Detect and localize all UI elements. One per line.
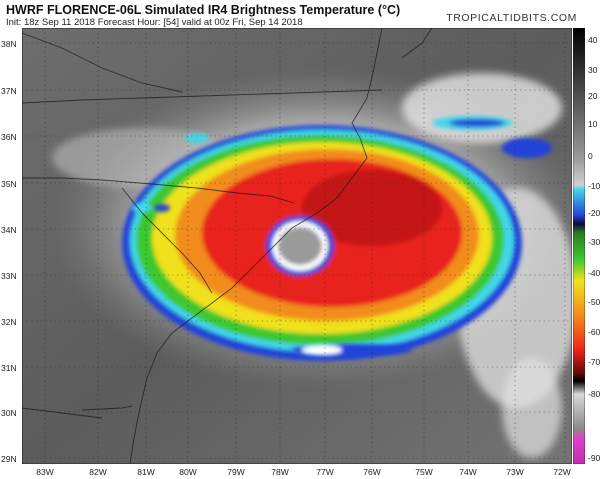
satellite-map [22, 28, 572, 464]
colorbar-label: 30 [588, 65, 598, 75]
lat-label: 37N [1, 86, 17, 96]
lon-label: 83W [36, 467, 54, 477]
lat-label: 33N [1, 271, 17, 281]
lat-label: 34N [1, 225, 17, 235]
colorbar-label: -20 [588, 208, 601, 218]
lat-label: 29N [1, 454, 17, 464]
lon-label: 80W [179, 467, 197, 477]
hurricane-core [122, 125, 522, 361]
colorbar-label: -90 [588, 453, 601, 463]
lon-label: 78W [271, 467, 289, 477]
colorbar-label: -70 [588, 357, 601, 367]
lon-label: 81W [137, 467, 155, 477]
colorbar-label: -50 [588, 297, 601, 307]
site-brand: TROPICALTIDBITS.COM [446, 12, 577, 24]
lat-label: 35N [1, 179, 17, 189]
colorbar-label: -60 [588, 327, 601, 337]
colorbar-label: 40 [588, 35, 598, 45]
colorbar-label: 20 [588, 91, 598, 101]
colorbar-label: 0 [588, 151, 593, 161]
colorbar-label: 10 [588, 119, 598, 129]
lon-label: 77W [316, 467, 334, 477]
lon-label: 76W [363, 467, 381, 477]
lon-label: 74W [459, 467, 477, 477]
temperature-colorbar [573, 28, 585, 464]
lon-label: 75W [415, 467, 433, 477]
lon-label: 82W [89, 467, 107, 477]
colorbar-label: -10 [588, 181, 601, 191]
colorbar-label: -40 [588, 268, 601, 278]
lon-label: 73W [506, 467, 524, 477]
lat-label: 36N [1, 132, 17, 142]
lat-label: 32N [1, 317, 17, 327]
forecast-info: Init: 18z Sep 11 2018 Forecast Hour: [54… [6, 17, 303, 28]
lat-label: 31N [1, 363, 17, 373]
chart-title: HWRF FLORENCE-06L Simulated IR4 Brightne… [6, 3, 401, 17]
lat-label: 38N [1, 39, 17, 49]
lon-label: 79W [227, 467, 245, 477]
rain-bands [132, 116, 552, 356]
lon-label: 72W [553, 467, 571, 477]
colorbar-label: -80 [588, 389, 601, 399]
colorbar-label: -30 [588, 237, 601, 247]
lat-label: 30N [1, 408, 17, 418]
